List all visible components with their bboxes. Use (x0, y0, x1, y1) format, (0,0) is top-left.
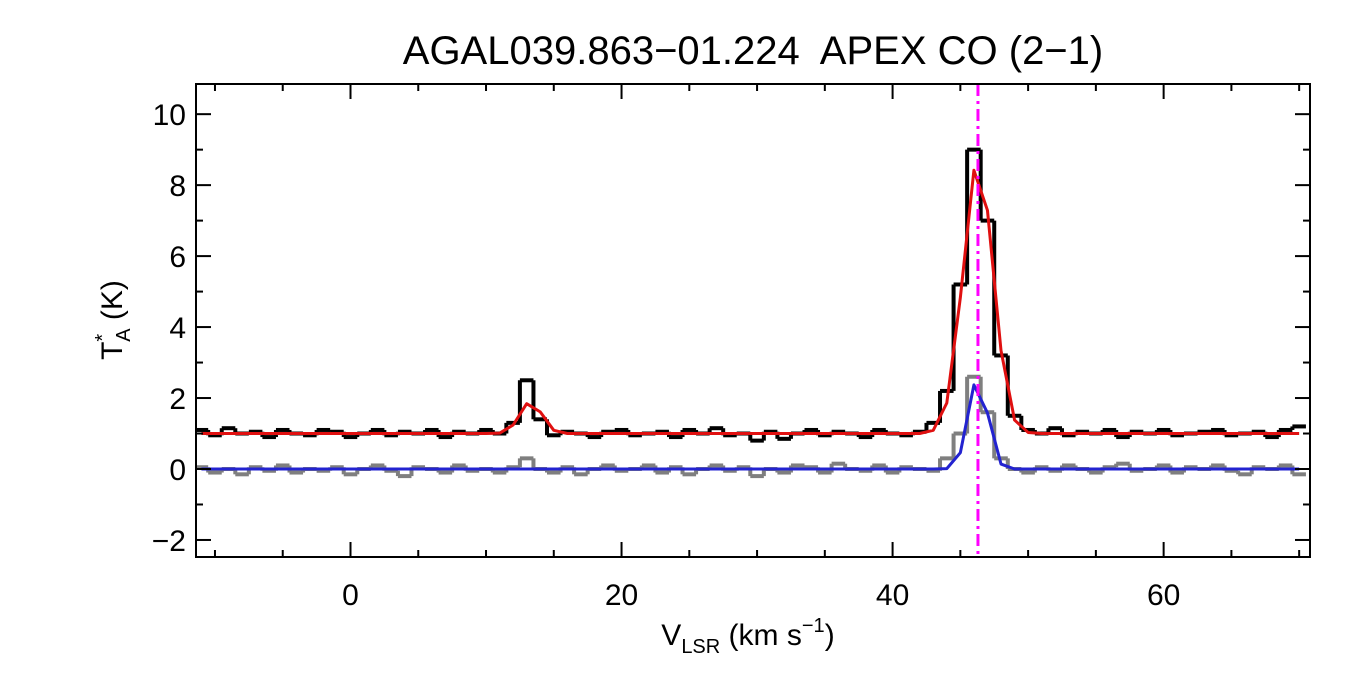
y-tick-label: 0 (169, 454, 186, 487)
y-tick-label: 10 (153, 99, 186, 132)
y-axis-label: T*A (K) (92, 280, 135, 360)
y-label-sup: * (92, 334, 114, 342)
y-tick-label: −2 (152, 525, 186, 558)
y-label-sub: A (113, 328, 135, 342)
y-label-part: T (96, 342, 129, 360)
fit-line (201, 383, 1300, 471)
x-label-sup: −1 (802, 615, 825, 637)
fit-line (201, 168, 1300, 436)
x-label-part: ) (825, 619, 835, 652)
x-tick-label: 20 (605, 579, 638, 612)
plot-frame (195, 83, 1311, 558)
y-tick-label: 2 (169, 383, 186, 416)
x-label-sub: LSR (681, 636, 720, 658)
chart-title: AGAL039.863−01.224 APEX CO (2−1) (403, 29, 1103, 73)
y-tick-label: 8 (169, 170, 186, 203)
x-tick-label: 60 (1147, 579, 1180, 612)
x-label-part: (km s (720, 619, 802, 652)
y-label-part: (K) (96, 280, 129, 328)
y-tick-label: 4 (169, 312, 186, 345)
x-label-part: V (661, 619, 681, 652)
x-tick-label: 40 (876, 579, 909, 612)
x-axis-label: VLSR (km s−1) (661, 615, 834, 658)
y-tick-label: 6 (169, 241, 186, 274)
x-tick-label: 0 (342, 579, 359, 612)
